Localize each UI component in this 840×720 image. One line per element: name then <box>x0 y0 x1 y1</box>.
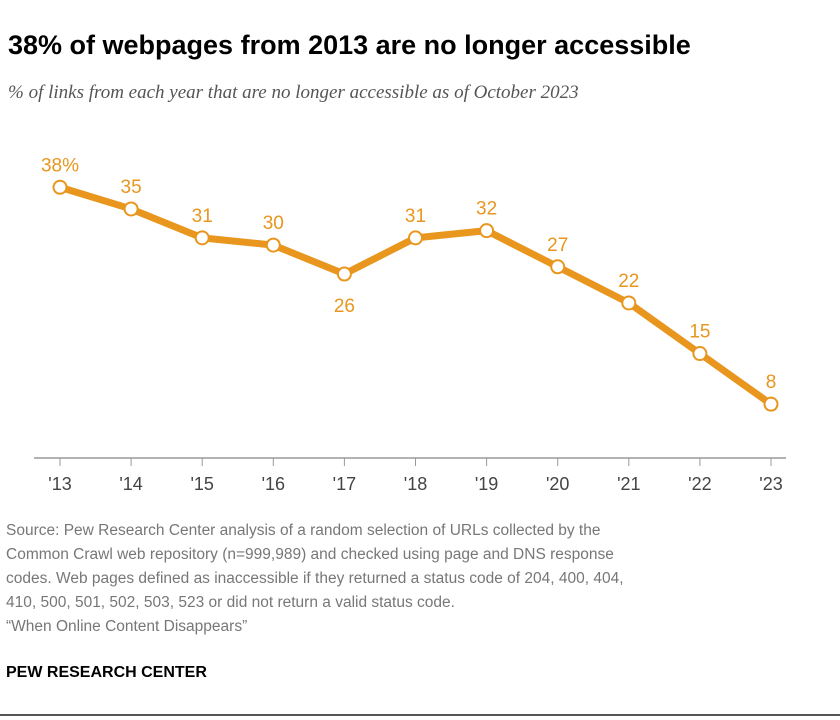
data-label: 27 <box>547 235 568 256</box>
data-point <box>194 230 210 246</box>
data-label: 35 <box>121 177 142 198</box>
data-label: 32 <box>476 199 497 220</box>
x-tick-label: '21 <box>617 474 640 494</box>
x-tick-label: '16 <box>262 474 285 494</box>
data-label: 31 <box>192 206 213 227</box>
x-tick-label: '18 <box>404 474 427 494</box>
data-point <box>763 396 779 412</box>
data-point <box>123 201 139 217</box>
x-tick-label: '13 <box>48 474 71 494</box>
bottom-divider <box>0 714 840 716</box>
data-label: 38% <box>41 155 79 176</box>
data-label: 22 <box>618 271 639 292</box>
data-label: 15 <box>689 322 710 343</box>
note-line: Common Crawl web repository (n=999,989) … <box>6 546 614 563</box>
data-point <box>692 346 708 362</box>
x-tick-label: '17 <box>333 474 356 494</box>
data-point <box>265 237 281 253</box>
x-tick-label: '23 <box>759 474 782 494</box>
brand-logo-text: PEW RESEARCH CENTER <box>6 664 207 681</box>
data-point <box>621 295 637 311</box>
x-tick-label: '15 <box>190 474 213 494</box>
data-point <box>52 179 68 195</box>
note-line: codes. Web pages defined as inaccessible… <box>6 570 624 587</box>
note-line: 410, 500, 501, 502, 503, 523 or did not … <box>6 594 455 611</box>
data-point <box>550 259 566 275</box>
note-line: Source: Pew Research Center analysis of … <box>6 522 601 539</box>
line-chart: '13 '14 '15 '16 '17 '18 '19 '20 '21 '22 '23 38% 35 31… <box>34 155 786 494</box>
source-notes: Source: Pew Research Center analysis of … <box>6 519 826 639</box>
x-tick-label: '22 <box>688 474 711 494</box>
chart-subtitle: % of links from each year that are no lo… <box>8 82 579 103</box>
data-label: 30 <box>263 213 284 234</box>
chart-title: 38% of webpages from 2013 are no longer … <box>8 30 691 60</box>
data-label: 8 <box>766 372 777 393</box>
data-point <box>336 266 352 282</box>
note-line: “When Online Content Disappears” <box>6 618 248 635</box>
x-tick-label: '14 <box>119 474 142 494</box>
data-point <box>408 230 423 246</box>
x-tick-label: '20 <box>546 474 569 494</box>
data-label: 26 <box>334 296 355 317</box>
data-label: 31 <box>405 206 426 227</box>
data-point <box>479 223 495 239</box>
x-tick-label: '19 <box>475 474 498 494</box>
